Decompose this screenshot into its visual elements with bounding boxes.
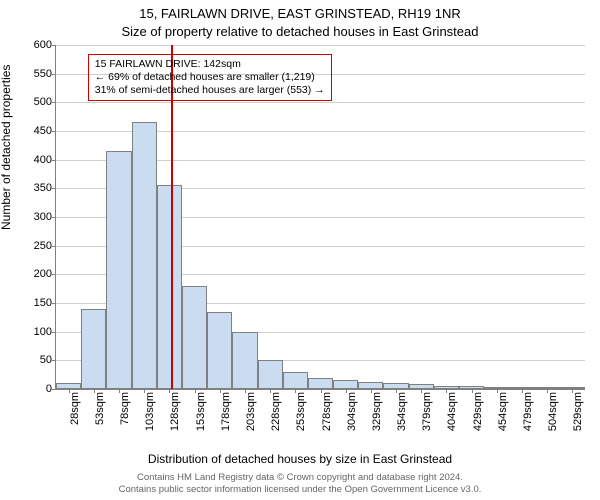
xtick-label: 103sqm [144, 372, 156, 411]
xtick-label: 228sqm [270, 372, 282, 411]
ytick-mark [52, 217, 56, 218]
chart-container: 15, FAIRLAWN DRIVE, EAST GRINSTEAD, RH19… [0, 0, 600, 500]
xtick-label: 479sqm [522, 372, 534, 411]
ytick-label: 450 [34, 125, 52, 137]
ytick-mark [52, 160, 56, 161]
title-main: 15, FAIRLAWN DRIVE, EAST GRINSTEAD, RH19… [0, 6, 600, 21]
ytick-mark [52, 389, 56, 390]
info-box: 15 FAIRLAWN DRIVE: 142sqm← 69% of detach… [88, 54, 332, 101]
xtick-label: 178sqm [220, 372, 232, 411]
ytick-mark [52, 303, 56, 304]
xtick-label: 153sqm [195, 372, 207, 411]
ytick-mark [52, 332, 56, 333]
ytick-label: 100 [34, 326, 52, 338]
ytick-label: 200 [34, 268, 52, 280]
ytick-mark [52, 360, 56, 361]
xtick-label: 203sqm [245, 372, 257, 411]
ytick-label: 350 [34, 182, 52, 194]
xtick-label: 28sqm [69, 375, 81, 408]
title-sub: Size of property relative to detached ho… [0, 24, 600, 39]
footer-line1: Contains HM Land Registry data © Crown c… [0, 472, 600, 484]
xtick-label: 278sqm [321, 372, 333, 411]
xtick-label: 454sqm [497, 372, 509, 411]
histogram-bar [157, 185, 182, 389]
xtick-label: 354sqm [396, 372, 408, 411]
xtick-label: 78sqm [119, 375, 131, 408]
ytick-label: 600 [34, 39, 52, 51]
info-box-line: 31% of semi-detached houses are larger (… [95, 84, 325, 97]
xtick-label: 529sqm [572, 372, 584, 411]
xtick-label: 253sqm [295, 372, 307, 411]
footer-attribution: Contains HM Land Registry data © Crown c… [0, 472, 600, 496]
xtick-label: 429sqm [472, 372, 484, 411]
xtick-label: 404sqm [446, 372, 458, 411]
ytick-label: 250 [34, 240, 52, 252]
histogram-bar [132, 122, 157, 389]
footer-line2: Contains public sector information licen… [0, 484, 600, 496]
ytick-label: 500 [34, 96, 52, 108]
x-axis-label: Distribution of detached houses by size … [0, 452, 600, 466]
plot-area: 05010015020025030035040045050055060028sq… [55, 45, 585, 390]
ytick-label: 550 [34, 68, 52, 80]
xtick-label: 329sqm [371, 372, 383, 411]
gridline [56, 45, 585, 46]
ytick-label: 150 [34, 297, 52, 309]
ytick-mark [52, 74, 56, 75]
ytick-label: 0 [46, 383, 52, 395]
ytick-mark [52, 131, 56, 132]
xtick-label: 504sqm [547, 372, 559, 411]
xtick-label: 379sqm [421, 372, 433, 411]
ytick-mark [52, 274, 56, 275]
ytick-mark [52, 188, 56, 189]
ytick-label: 300 [34, 211, 52, 223]
xtick-label: 53sqm [94, 375, 106, 408]
ytick-mark [52, 102, 56, 103]
histogram-bar [106, 151, 131, 389]
ytick-mark [52, 45, 56, 46]
info-box-line: 15 FAIRLAWN DRIVE: 142sqm [95, 58, 325, 71]
info-box-line: ← 69% of detached houses are smaller (1,… [95, 71, 325, 84]
y-axis-label: Number of detached properties [0, 65, 13, 230]
gridline [56, 102, 585, 103]
ytick-label: 50 [40, 354, 52, 366]
ytick-label: 400 [34, 154, 52, 166]
ytick-mark [52, 246, 56, 247]
xtick-label: 304sqm [346, 372, 358, 411]
